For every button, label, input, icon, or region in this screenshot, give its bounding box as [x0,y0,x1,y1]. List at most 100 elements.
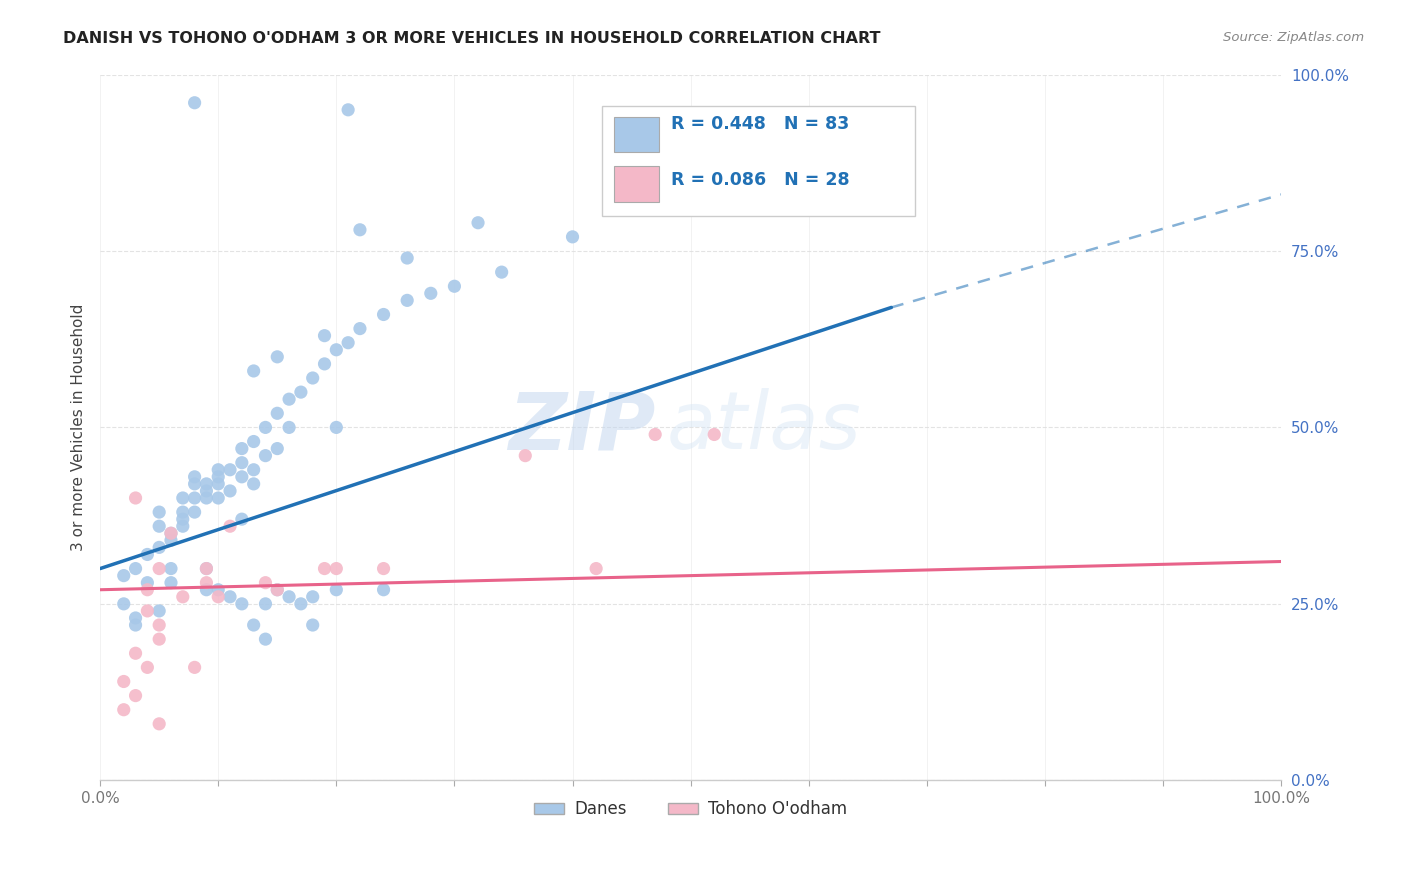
Point [266,582,288,597]
Point [325,420,347,434]
Point [195,561,218,575]
Point [195,476,218,491]
Point [373,308,395,322]
Point [301,618,323,632]
Point [231,470,253,484]
Point [290,597,312,611]
Point [136,604,159,618]
Point [219,590,242,604]
Point [136,582,159,597]
FancyBboxPatch shape [602,106,915,216]
Point [148,561,170,575]
Point [337,103,360,117]
Point [160,561,183,575]
Point [160,533,183,548]
Point [290,385,312,400]
Point [762,152,785,166]
Point [231,456,253,470]
Point [219,463,242,477]
Point [207,590,229,604]
Point [136,548,159,562]
Point [443,279,465,293]
Point [195,582,218,597]
Point [195,483,218,498]
Point [254,632,277,647]
Point [124,561,146,575]
Point [172,519,194,533]
Point [254,575,277,590]
Point [231,442,253,456]
Point [124,491,146,505]
Point [195,561,218,575]
FancyBboxPatch shape [614,166,659,202]
Point [183,505,205,519]
Point [349,223,371,237]
Point [183,95,205,110]
Point [301,371,323,385]
Point [419,286,441,301]
Point [207,491,229,505]
Point [254,449,277,463]
Point [396,251,419,265]
Point [644,427,666,442]
Text: R = 0.448   N = 83: R = 0.448 N = 83 [671,115,849,133]
Point [561,230,583,244]
Point [148,632,170,647]
Point [136,575,159,590]
Point [337,335,360,350]
Legend: Danes, Tohono O'odham: Danes, Tohono O'odham [527,794,853,825]
Point [278,392,301,407]
Point [160,526,183,541]
Point [207,470,229,484]
Point [207,463,229,477]
Point [148,618,170,632]
Text: R = 0.086   N = 28: R = 0.086 N = 28 [671,171,849,189]
Point [136,660,159,674]
Point [242,476,264,491]
Point [266,582,288,597]
Point [207,476,229,491]
Point [231,597,253,611]
Point [195,575,218,590]
Point [314,561,336,575]
Point [195,491,218,505]
Text: DANISH VS TOHONO O'ODHAM 3 OR MORE VEHICLES IN HOUSEHOLD CORRELATION CHART: DANISH VS TOHONO O'ODHAM 3 OR MORE VEHIC… [63,31,880,46]
Point [112,703,135,717]
Point [148,505,170,519]
Point [124,618,146,632]
Point [124,689,146,703]
Point [183,491,205,505]
Point [148,519,170,533]
Point [325,343,347,357]
Point [148,716,170,731]
Point [124,611,146,625]
Point [373,582,395,597]
Point [585,561,607,575]
Point [325,582,347,597]
Point [124,646,146,660]
Point [219,483,242,498]
Point [703,427,725,442]
Point [515,449,537,463]
Point [112,674,135,689]
Point [278,420,301,434]
Point [254,420,277,434]
Y-axis label: 3 or more Vehicles in Household: 3 or more Vehicles in Household [72,303,86,551]
Point [325,561,347,575]
Point [278,590,301,604]
Point [242,618,264,632]
Point [314,328,336,343]
Point [172,505,194,519]
Point [314,357,336,371]
Point [172,491,194,505]
Text: ZIP: ZIP [508,388,655,467]
Point [266,442,288,456]
Point [620,194,643,209]
Point [242,463,264,477]
Point [266,350,288,364]
Point [254,597,277,611]
Point [172,512,194,526]
Point [148,604,170,618]
Point [183,476,205,491]
Point [183,470,205,484]
